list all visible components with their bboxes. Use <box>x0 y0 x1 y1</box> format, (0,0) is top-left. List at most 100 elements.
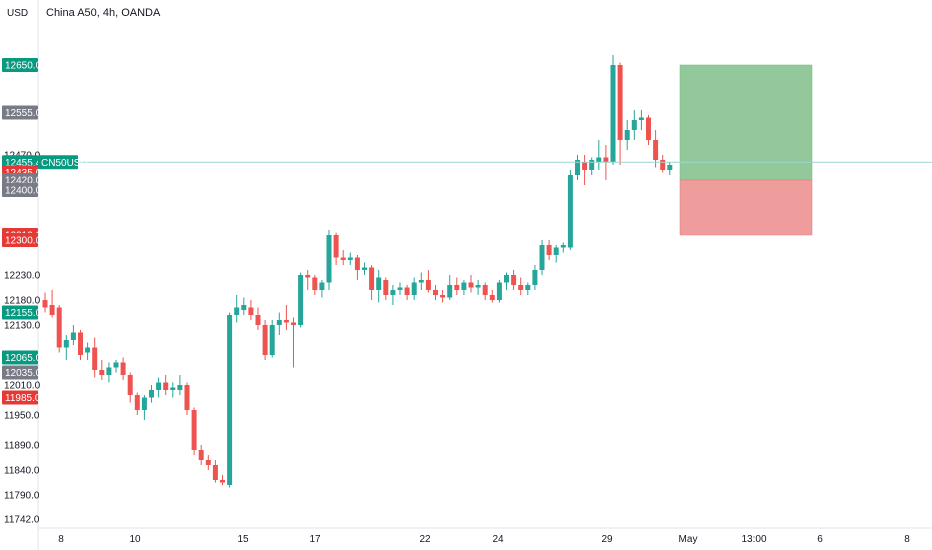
symbol-tag-label: CN50USD <box>41 158 88 169</box>
candle <box>539 240 545 275</box>
candle <box>269 320 275 358</box>
candle-body <box>638 117 644 120</box>
candle-body <box>198 450 204 460</box>
price-tick-label: 11950.0 <box>4 411 40 422</box>
candle-body <box>660 160 666 170</box>
candle <box>78 330 83 360</box>
candle <box>411 277 417 300</box>
candle-body <box>56 307 62 348</box>
time-tick-label: 22 <box>419 534 431 545</box>
candle-body <box>49 305 55 315</box>
candle-body <box>248 307 254 315</box>
candle <box>42 292 48 313</box>
candle <box>518 277 524 295</box>
candle-body <box>496 282 502 300</box>
candle <box>567 170 573 250</box>
candle-body <box>646 117 651 140</box>
price-tick-label: 11890.0 <box>4 441 40 452</box>
price-tick-label: 12130.0 <box>4 321 41 332</box>
candle <box>624 120 630 150</box>
price-tag-box <box>2 390 38 405</box>
price-tag-label: 12455.4 <box>5 158 42 169</box>
price-tick-label: 11840.0 <box>4 466 40 477</box>
price-tag-label: 12300.0 <box>5 236 42 247</box>
time-tick-label: 13:00 <box>741 534 766 545</box>
candle <box>546 240 552 260</box>
position-zones <box>679 64 813 236</box>
time-tick-label: 24 <box>492 534 504 545</box>
candle <box>397 282 403 295</box>
symbol-tag-box <box>38 155 78 170</box>
candle <box>205 455 211 470</box>
candle-body <box>624 130 630 140</box>
candle-body <box>319 282 325 290</box>
candle <box>362 262 367 275</box>
candle <box>340 250 346 265</box>
candle-body <box>298 275 304 325</box>
price-tag: 12155.0 <box>2 305 42 320</box>
candles-layer <box>42 55 673 488</box>
candle-body <box>425 280 431 290</box>
candle-body <box>504 275 509 283</box>
candle <box>120 357 126 380</box>
candle-body <box>92 347 98 370</box>
candle <box>156 377 162 398</box>
candle <box>447 275 453 300</box>
price-tick-label: 12010.0 <box>4 381 41 392</box>
candle <box>49 290 55 318</box>
candle-body <box>70 332 76 340</box>
candle <box>319 280 325 298</box>
price-tag-label: 12065.0 <box>5 353 42 364</box>
candle-body <box>262 325 268 355</box>
candle <box>283 305 289 330</box>
candle-body <box>42 300 48 308</box>
candle-body <box>333 235 339 258</box>
candle-body <box>397 287 403 290</box>
candle-body <box>653 140 659 160</box>
candle <box>291 317 296 368</box>
candle-body <box>454 285 460 290</box>
price-axis[interactable]: USD <box>7 0 39 550</box>
candle-body <box>553 247 559 255</box>
candle <box>575 155 580 180</box>
candle-body <box>596 157 602 163</box>
currency-label: USD <box>7 8 28 19</box>
time-tick-labels: 8 10 15 17 22 24 29 May 13:00 6 8 <box>58 534 910 545</box>
candle-body <box>617 65 623 140</box>
loss-zone[interactable] <box>679 179 813 236</box>
candle <box>63 335 69 360</box>
candle-body <box>404 287 410 295</box>
candle <box>255 307 261 330</box>
candle <box>504 272 509 290</box>
candle-body <box>78 332 83 355</box>
candle <box>560 242 566 253</box>
candle <box>369 265 375 300</box>
candle <box>496 280 502 303</box>
candle <box>241 297 247 315</box>
candle <box>170 382 176 398</box>
candle-body <box>390 290 396 295</box>
candle <box>433 285 438 300</box>
candle-body <box>106 367 112 375</box>
profit-zone[interactable] <box>679 64 813 181</box>
price-tag-label: 12035.0 <box>5 368 42 379</box>
price-tag: 12065.0 <box>2 350 42 365</box>
candle-body <box>134 395 140 410</box>
candle <box>92 337 98 378</box>
candle <box>234 295 240 323</box>
candle <box>425 270 431 293</box>
candle <box>482 282 488 300</box>
candle <box>383 277 389 300</box>
price-tick-label: 11742.0 <box>4 515 40 526</box>
price-tags: 12650.012555.012455.4CN50USD12435.012420… <box>2 58 88 405</box>
candle-body <box>447 285 453 298</box>
candle <box>191 407 197 455</box>
candle-body <box>575 160 580 175</box>
candle-body <box>667 165 673 170</box>
price-tag: 12555.0 <box>2 105 42 120</box>
candle-body <box>376 277 382 290</box>
candle <box>212 460 218 483</box>
candle-body <box>362 267 367 270</box>
candle-body <box>113 362 119 368</box>
